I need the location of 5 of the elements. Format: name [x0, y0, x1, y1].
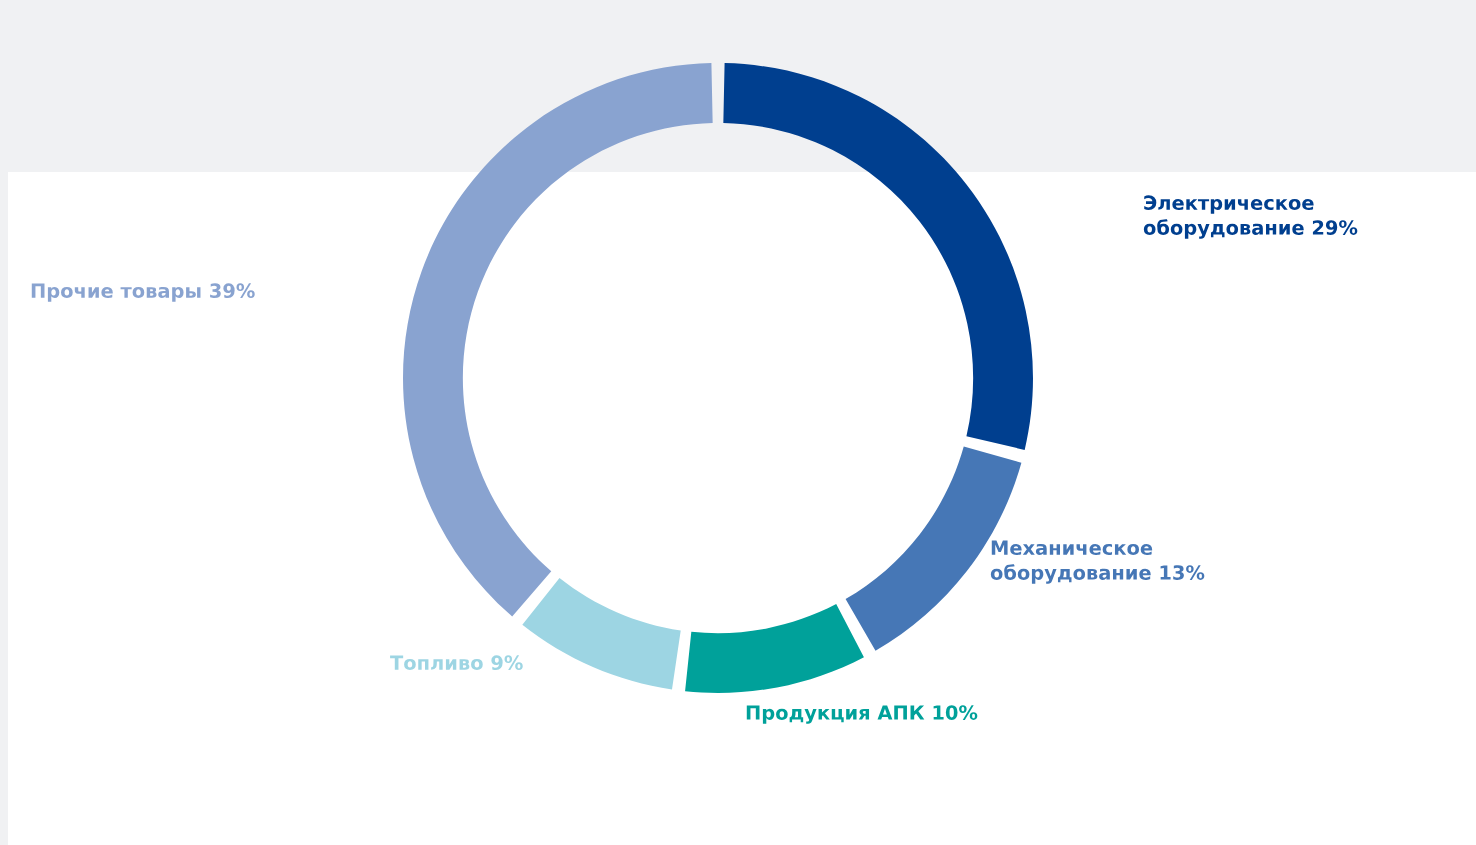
slice-label: Электрическое оборудование 29%	[1143, 195, 1358, 239]
slice-label: Продукция АПК 10%	[746, 705, 978, 724]
slice-label: Топливо 9%	[390, 655, 523, 671]
slice-label: Прочие товары 39%	[31, 283, 255, 302]
slice-label: Механическое оборудование 13%	[990, 540, 1205, 584]
